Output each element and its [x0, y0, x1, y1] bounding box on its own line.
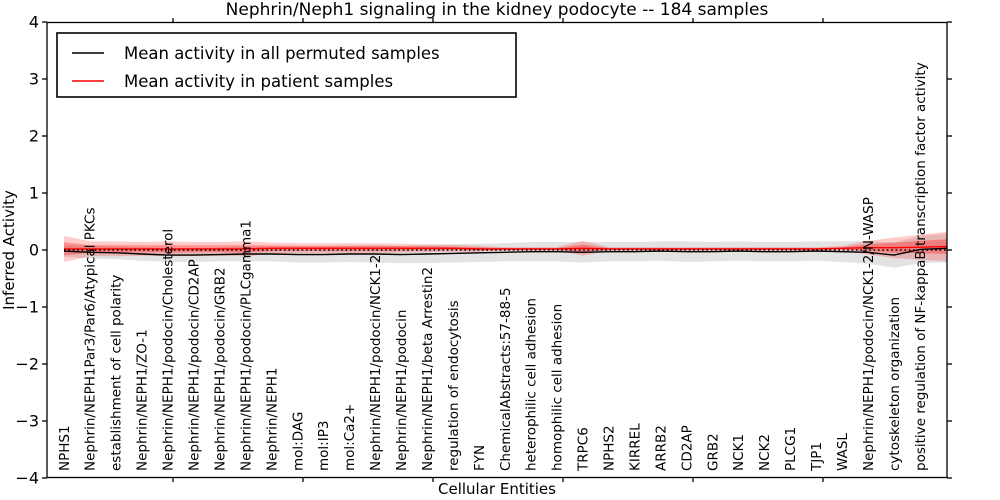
x-tick-label: WASL [835, 433, 851, 471]
x-tick-label: NPHS1 [57, 425, 73, 471]
y-tick-label: −4 [15, 469, 39, 488]
x-tick-label: GRB2 [705, 433, 721, 471]
legend-box [56, 32, 517, 98]
y-tick-label: 0 [29, 241, 39, 260]
chart-title: Nephrin/Neph1 signaling in the kidney po… [226, 0, 769, 20]
x-tick-label: Nephrin/NEPH1/podocin/NCK1-2 [368, 255, 384, 471]
x-tick-label: ARRB2 [653, 425, 669, 471]
x-tick-label: CD2AP [679, 425, 695, 471]
y-tick-labels: −4 −3 −2 −1 0 1 2 3 4 [15, 13, 39, 488]
axis-ticks [42, 18, 952, 482]
x-tick-labels: NPHS1 Nephrin/NEPH1Par3/Par6/Atypical PKC… [57, 62, 929, 472]
patient-inner-band [64, 239, 947, 256]
patient-std-band [64, 231, 947, 262]
x-tick-label: Nephrin/NEPH1/podocin/Cholesterol [161, 229, 177, 471]
x-tick-label: mol:DAG [290, 412, 306, 471]
x-tick-label: Nephrin/NEPH1/podocin [394, 310, 410, 471]
x-tick-label: NCK2 [757, 434, 773, 471]
x-tick-label: TJP1 [809, 442, 825, 472]
confidence-bands [64, 231, 947, 268]
x-tick-label: Nephrin/NEPH1Par3/Par6/Atypical PKCs [83, 208, 99, 472]
y-tick-label: −2 [15, 355, 39, 374]
x-tick-label: NCK1 [731, 434, 747, 471]
x-tick-label: Nephrin/NEPH1/beta Arrestin2 [420, 267, 436, 471]
x-tick-label: NPHS2 [602, 425, 618, 471]
x-tick-label: homophilic cell adhesion [550, 304, 566, 471]
x-tick-label: Nephrin/NEPH1/podocin/PLCgamma1 [238, 220, 254, 471]
x-tick-label: mol:IP3 [316, 421, 332, 471]
legend-label-patient: Mean activity in patient samples [124, 72, 393, 91]
x-tick-label: Nephrin/NEPH1/podocin/NCK1-2/N-WASP [861, 197, 877, 471]
legend: Mean activity in all permuted samples Me… [56, 32, 517, 98]
x-tick-label: PLCG1 [783, 427, 799, 471]
y-tick-label: 4 [29, 13, 39, 32]
y-tick-label: −1 [15, 298, 39, 317]
x-tick-label: Nephrin/NEPH1 [264, 368, 280, 471]
y-axis-label: Inferred Activity [0, 190, 18, 310]
x-tick-label: FYN [472, 445, 488, 471]
permuted-std-band [64, 234, 947, 268]
y-tick-label: 1 [29, 184, 39, 203]
y-tick-label: 2 [29, 127, 39, 146]
y-tick-label: 3 [29, 70, 39, 89]
x-tick-label: TRPC6 [576, 427, 592, 472]
x-axis-label: Cellular Entities [438, 480, 556, 498]
x-tick-label: Nephrin/NEPH1/podocin/GRB2 [212, 267, 228, 471]
x-tick-label: ChemicalAbstracts:57-88-5 [498, 287, 514, 471]
patient-mean-line [64, 245, 948, 250]
x-tick-label: positive regulation of NF-kappaB transcr… [913, 62, 929, 471]
x-tick-label: cytoskeleton organization [887, 297, 903, 471]
x-tick-label: Nephrin/NEPH1/podocin/CD2AP [187, 259, 203, 471]
x-tick-label: heterophilic cell adhesion [524, 298, 540, 471]
legend-label-permuted: Mean activity in all permuted samples [124, 44, 440, 63]
plot-border [46, 21, 948, 479]
mean-activity-lines [63, 245, 948, 256]
x-tick-label: mol:Ca2+ [342, 404, 358, 471]
x-tick-label: establishment of cell polarity [109, 275, 125, 471]
x-tick-label: regulation of endocytosis [446, 300, 462, 471]
y-tick-label: −3 [15, 412, 39, 431]
x-tick-label: Nephrin/NEPH1/ZO-1 [135, 329, 151, 471]
permuted-mean-line [63, 247, 948, 256]
x-tick-label: KIRREL [627, 423, 643, 471]
